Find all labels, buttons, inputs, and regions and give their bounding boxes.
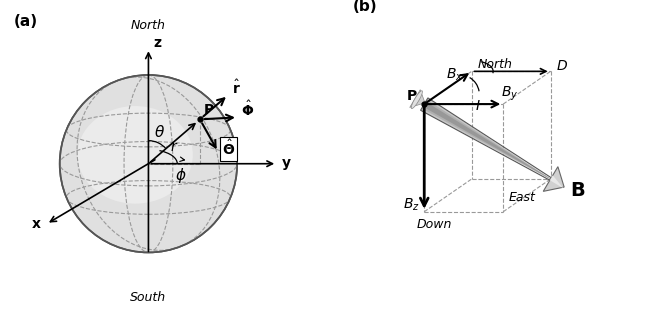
Circle shape <box>60 75 237 253</box>
Polygon shape <box>421 98 551 179</box>
Text: I: I <box>476 99 479 113</box>
Text: $\mathbf{B}$: $\mathbf{B}$ <box>570 181 586 200</box>
Text: D: D <box>556 59 567 73</box>
Ellipse shape <box>78 106 193 203</box>
Text: $\theta$: $\theta$ <box>154 124 165 140</box>
Text: South: South <box>131 291 166 304</box>
Polygon shape <box>422 102 551 179</box>
Text: $B_x$: $B_x$ <box>446 67 464 84</box>
Text: Down: Down <box>417 217 452 231</box>
Text: z: z <box>154 36 162 50</box>
Ellipse shape <box>411 91 422 109</box>
Polygon shape <box>543 167 564 191</box>
Text: x: x <box>31 217 40 232</box>
Text: (a): (a) <box>14 14 38 29</box>
Polygon shape <box>410 90 425 108</box>
Polygon shape <box>422 100 551 179</box>
Text: North: North <box>477 58 512 71</box>
Text: East: East <box>509 191 536 204</box>
Text: P: P <box>203 103 214 117</box>
Text: $\phi$: $\phi$ <box>175 166 186 185</box>
Text: $\hat{\bf r}$: $\hat{\bf r}$ <box>232 79 241 97</box>
Circle shape <box>60 75 237 253</box>
Text: $B_z$: $B_z$ <box>402 196 419 213</box>
Text: $\hat{\bf\Theta}$: $\hat{\bf\Theta}$ <box>222 139 235 158</box>
Text: North: North <box>131 19 166 32</box>
Text: (b): (b) <box>353 0 377 14</box>
Text: y: y <box>281 156 291 170</box>
Text: r: r <box>171 140 177 154</box>
Text: P: P <box>406 89 417 103</box>
Text: $B_y$: $B_y$ <box>501 85 518 103</box>
Text: $\hat{\bf\Phi}$: $\hat{\bf\Phi}$ <box>241 99 254 119</box>
Polygon shape <box>550 175 564 188</box>
